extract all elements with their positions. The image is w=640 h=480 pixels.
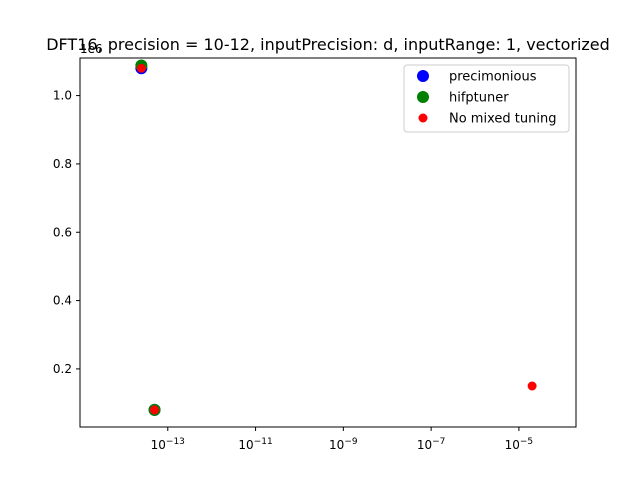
legend-label: hifptuner [449,91,509,106]
legend: precimonious hifptuner No mixed tuning [403,64,570,133]
y-offset-label: 1e6 [80,42,103,56]
x-tick-label: 10−7 [417,437,446,452]
y-tick-label: 0.4 [53,294,72,308]
y-tick-label: 0.2 [53,362,72,376]
legend-marker [417,70,429,82]
y-tick-label: 0.6 [53,225,72,239]
x-tick-label: 10−13 [151,437,185,452]
x-tick-label: 10−5 [505,437,534,452]
chart-title: DFT16, precision = 10-12, inputPrecision… [46,35,610,54]
legend-frame [403,64,570,133]
data-point [150,405,160,415]
data-points [135,59,537,416]
legend-marker [418,113,428,123]
data-point [527,381,537,391]
legend-marker [417,91,429,103]
x-tick-label: 10−9 [329,437,358,452]
y-tick-label: 1.0 [53,89,72,103]
y-tick-label: 0.8 [53,157,72,171]
x-tick-label: 10−11 [238,437,272,452]
legend-label: No mixed tuning [449,112,556,127]
x-axis: 10−13 10−11 10−9 10−7 10−5 [151,427,534,452]
axes-frame [79,57,577,428]
legend-label: precimonious [449,70,537,85]
data-point [136,63,146,73]
y-axis: 0.2 0.4 0.6 0.8 1.0 [53,89,80,376]
